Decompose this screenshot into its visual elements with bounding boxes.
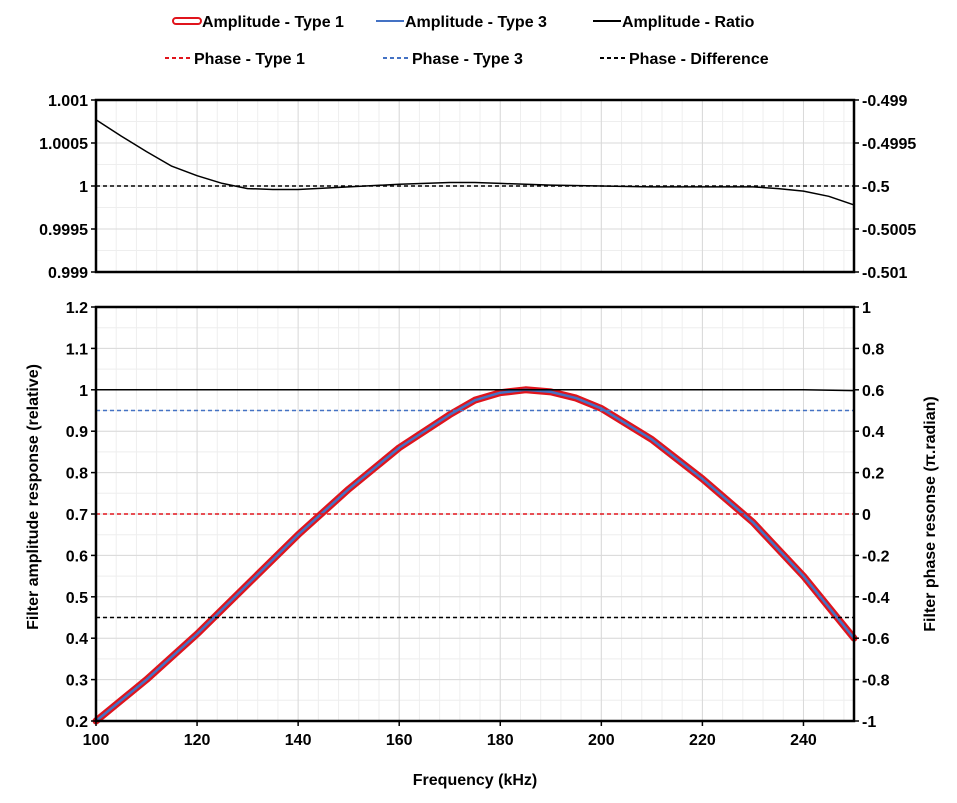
y-axis-label-left: Filter amplitude response (relative) [25, 364, 42, 630]
y-tick-label: 0.4 [66, 631, 88, 648]
y-tick-label: 1.1 [66, 341, 88, 358]
y-tick-label: 0.2 [66, 714, 88, 731]
top-panel: 1.001 1.0005 1 0.9995 0.999 -0.499 -0.4995 -0.5… [39, 93, 916, 282]
y2-tick-label: -0.499 [862, 93, 907, 110]
y2-tick-label: 0.4 [862, 424, 884, 441]
y2-tick-label: -0.4 [862, 590, 890, 607]
bottom-panel: 1.2 1.1 1 0.9 0.8 0.7 0.6 0.5 0.4 0.3 0.2 1 0.8 0.6 0.… [66, 300, 890, 749]
legend-amplitude-type-3-label: Amplitude - Type 3 [405, 14, 547, 31]
y-axis-label-right: Filter phase resonse (π.radian) [922, 396, 939, 631]
y-tick-label: 0.3 [66, 673, 88, 690]
x-tick-label: 180 [487, 732, 514, 749]
y-tick-label: 1.2 [66, 300, 88, 317]
y-tick-label: 0.6 [66, 548, 88, 565]
y-tick-label: 0.9 [66, 424, 88, 441]
x-tick-label: 240 [790, 732, 817, 749]
y2-tick-label: 1 [862, 300, 871, 317]
legend-phase-difference-label: Phase - Difference [629, 51, 769, 68]
y-tick-label: 0.999 [48, 265, 88, 282]
y2-tick-label: -0.8 [862, 673, 890, 690]
y2-tick-label: 0 [862, 507, 871, 524]
x-tick-label: 220 [689, 732, 716, 749]
x-tick-label: 140 [285, 732, 312, 749]
y2-tick-label: -1 [862, 714, 876, 731]
y-tick-label: 1.001 [48, 93, 88, 110]
series-line-amplitude-type-3 [95, 388, 855, 722]
series-line-amplitude-ratio [96, 389, 855, 392]
legend-phase-type-1-label: Phase - Type 1 [194, 51, 305, 68]
y2-tick-label: -0.5 [862, 179, 890, 196]
y2-tick-label: -0.4995 [862, 136, 916, 153]
x-axis-label: Frequency (kHz) [413, 772, 537, 789]
legend-amplitude-ratio-label: Amplitude - Ratio [622, 14, 755, 31]
y-tick-label: 1 [79, 383, 88, 400]
y-tick-label: 0.5 [66, 590, 88, 607]
y2-tick-label: -0.501 [862, 265, 907, 282]
y2-tick-label: 0.6 [862, 383, 884, 400]
legend: Amplitude - Type 1 Amplitude - Type 3 Ampl… [165, 14, 769, 68]
series-line-amplitude-ratio [95, 119, 855, 206]
y-tick-label: 0.8 [66, 466, 88, 483]
y2-tick-label: 0.8 [862, 341, 884, 358]
y2-tick-label: 0.2 [862, 466, 884, 483]
y2-tick-label: -0.2 [862, 548, 890, 565]
legend-amplitude-type-1-swatch [172, 17, 202, 25]
legend-phase-type-3-label: Phase - Type 3 [412, 51, 523, 68]
y-tick-label: 1 [79, 179, 88, 196]
y2-tick-label: -0.5005 [862, 222, 916, 239]
y-tick-label: 0.9995 [39, 222, 88, 239]
x-tick-label: 120 [184, 732, 211, 749]
x-tick-label: 200 [588, 732, 615, 749]
y-tick-label: 0.7 [66, 507, 88, 524]
x-tick-label: 160 [386, 732, 413, 749]
legend-amplitude-type-1-label: Amplitude - Type 1 [202, 14, 344, 31]
y2-tick-label: -0.6 [862, 631, 890, 648]
x-tick-label: 100 [83, 732, 110, 749]
y-tick-label: 1.0005 [39, 136, 88, 153]
